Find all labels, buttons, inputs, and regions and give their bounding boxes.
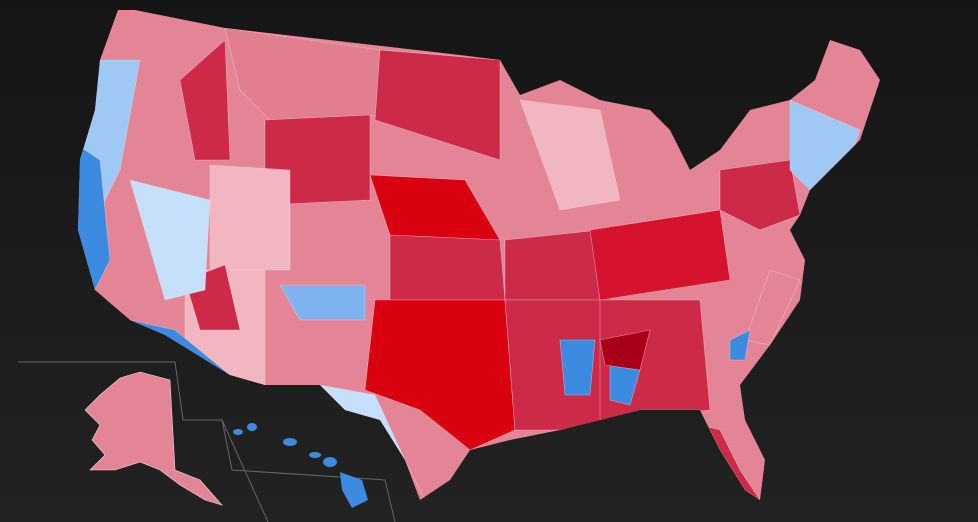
region [504, 299, 611, 431]
region [209, 164, 291, 271]
alaska [84, 371, 223, 506]
region [389, 234, 506, 301]
region [374, 49, 501, 161]
island [323, 457, 337, 467]
hawaii [233, 423, 368, 508]
region [519, 99, 621, 211]
region [179, 39, 231, 161]
island [233, 429, 243, 435]
contiguous-states [78, 10, 880, 500]
island [309, 452, 321, 458]
island [247, 423, 257, 431]
island [283, 438, 297, 446]
region [744, 269, 801, 346]
region [729, 329, 751, 361]
region [129, 179, 211, 301]
region [599, 329, 651, 371]
region [559, 339, 596, 396]
island [340, 472, 368, 508]
inset-lines [18, 361, 396, 522]
region [279, 284, 366, 321]
region [589, 209, 731, 301]
region [719, 159, 801, 231]
